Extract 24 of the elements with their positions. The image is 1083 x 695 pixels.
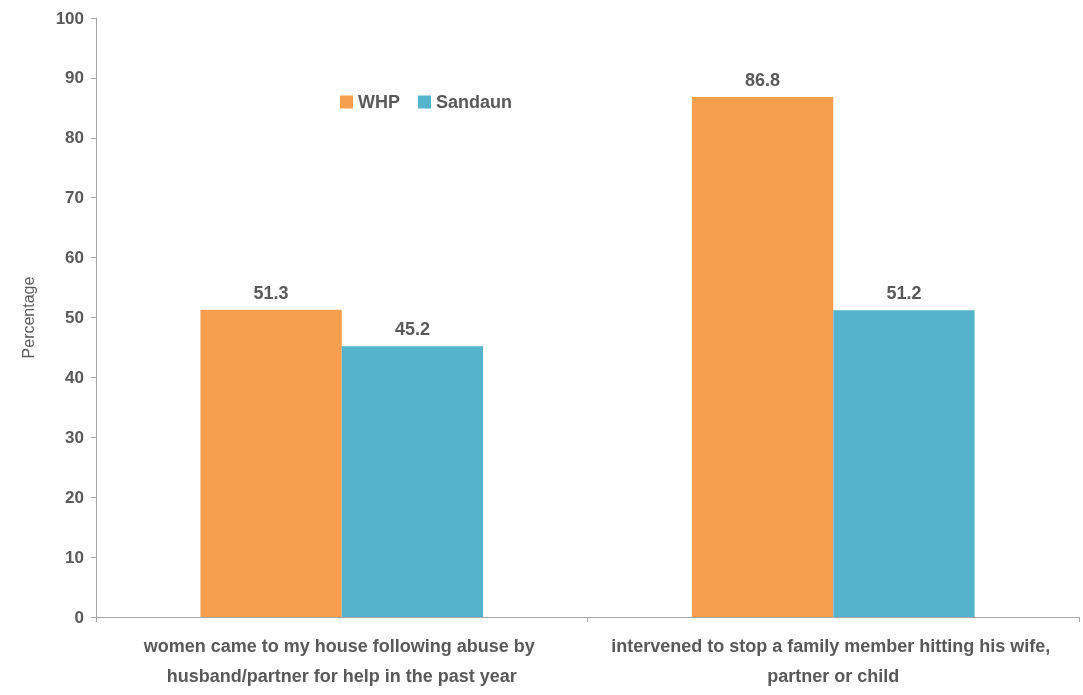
x-tick-label: intervened to stop a family member hitting his wife, partner or child bbox=[611, 636, 1056, 686]
y-tick-label: 40 bbox=[65, 367, 84, 387]
data-label: 86.8 bbox=[745, 70, 781, 91]
y-tick-label: 50 bbox=[65, 308, 84, 327]
x-tick-label: women came to my house following abuse by husband/partner for help in the past year bbox=[142, 636, 540, 686]
y-tick-label: 70 bbox=[65, 188, 84, 208]
data-label: 51.2 bbox=[886, 283, 922, 304]
y-tick-label: 20 bbox=[65, 487, 84, 507]
y-tick-label: 60 bbox=[65, 248, 84, 268]
bar bbox=[833, 310, 975, 617]
y-tick-label: 100 bbox=[55, 8, 84, 28]
legend-label: WHP bbox=[358, 92, 400, 112]
bar bbox=[200, 309, 342, 617]
bar bbox=[691, 97, 834, 617]
y-tick-label: 0 bbox=[74, 607, 84, 627]
y-tick-label: 10 bbox=[65, 547, 84, 567]
legend-label: Sandaun bbox=[435, 92, 513, 112]
y-axis-title: Percentage bbox=[19, 276, 37, 359]
y-tick-label: 80 bbox=[65, 128, 84, 148]
y-tick-label: 30 bbox=[65, 427, 84, 447]
data-label: 45.2 bbox=[394, 319, 430, 340]
bar bbox=[341, 346, 484, 617]
data-label: 51.3 bbox=[253, 282, 289, 303]
y-tick-label: 90 bbox=[65, 68, 84, 88]
